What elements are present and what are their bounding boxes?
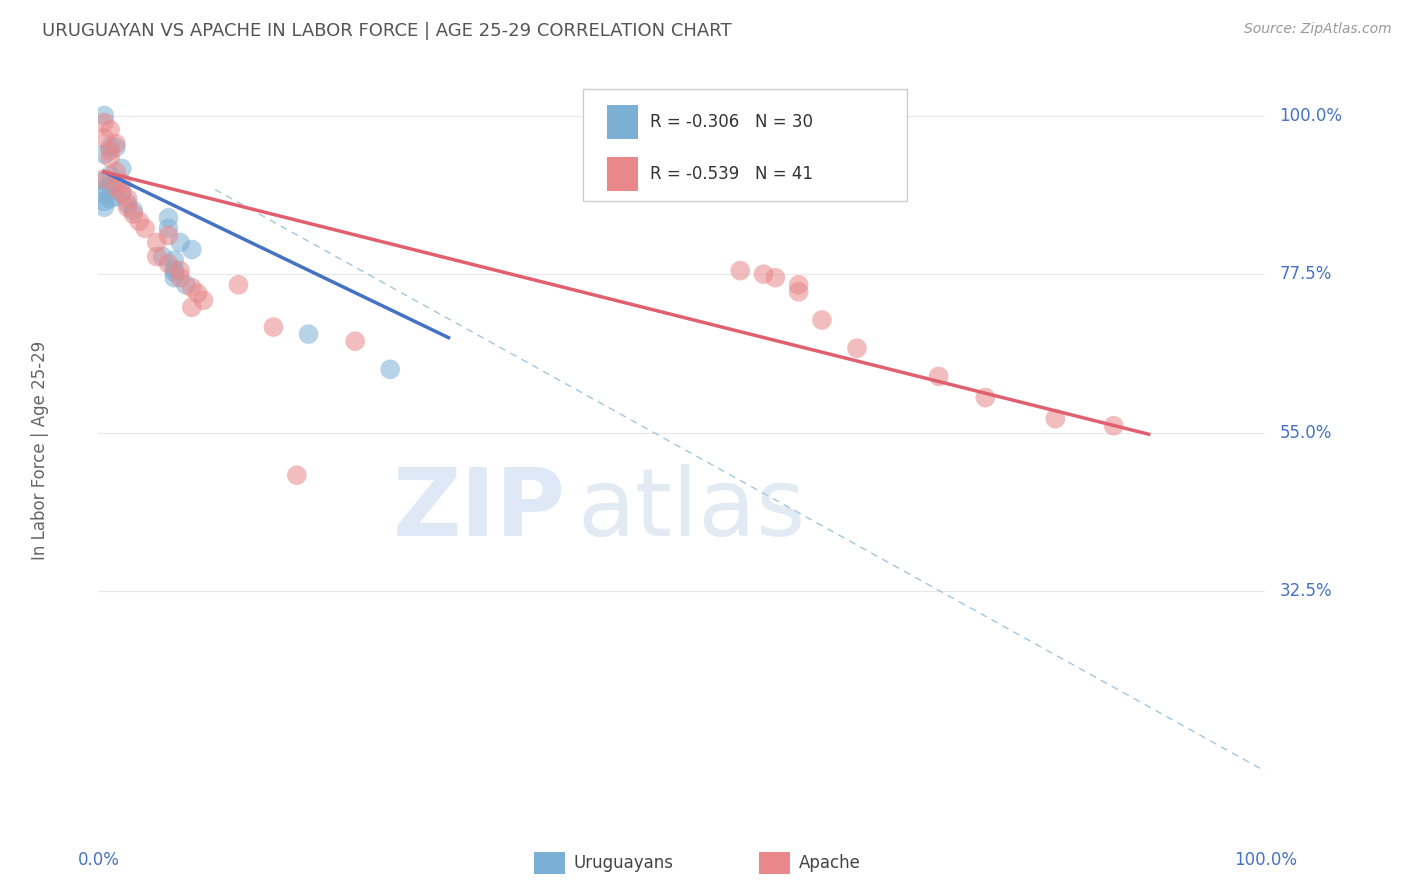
Point: [117, 200, 139, 214]
Point: [93, 172, 115, 186]
Point: [928, 369, 950, 384]
Point: [128, 214, 150, 228]
Point: [169, 263, 191, 277]
Point: [846, 341, 869, 355]
Point: [104, 140, 127, 154]
Point: [787, 277, 810, 292]
Point: [169, 235, 191, 250]
Point: [93, 183, 115, 197]
Point: [163, 265, 186, 279]
Point: [730, 263, 752, 277]
Point: [104, 176, 127, 190]
Point: [344, 334, 367, 348]
Point: [98, 169, 121, 183]
Point: [157, 211, 180, 225]
Point: [104, 165, 127, 179]
Point: [193, 293, 215, 308]
Point: [146, 250, 169, 264]
Point: [152, 250, 174, 264]
Point: [752, 267, 775, 281]
Text: atlas: atlas: [576, 464, 806, 556]
Point: [93, 147, 115, 161]
Point: [111, 186, 134, 200]
Text: R = -0.539   N = 41: R = -0.539 N = 41: [650, 165, 813, 183]
Point: [111, 161, 134, 176]
Text: Source: ZipAtlas.com: Source: ZipAtlas.com: [1244, 22, 1392, 37]
Point: [98, 122, 121, 136]
Point: [98, 179, 121, 194]
Point: [285, 468, 308, 483]
Point: [117, 196, 139, 211]
Text: 0.0%: 0.0%: [77, 851, 120, 869]
Point: [180, 301, 202, 315]
Point: [163, 253, 186, 268]
Point: [163, 262, 186, 277]
Point: [180, 243, 202, 257]
Point: [98, 144, 121, 158]
Point: [104, 136, 127, 151]
Point: [98, 151, 121, 165]
Point: [117, 192, 139, 206]
Text: 100.0%: 100.0%: [1279, 106, 1343, 125]
Point: [157, 257, 180, 271]
Point: [174, 277, 197, 292]
Point: [157, 228, 180, 243]
Point: [93, 115, 115, 129]
Point: [297, 327, 319, 342]
Text: R = -0.306   N = 30: R = -0.306 N = 30: [650, 113, 813, 131]
Point: [187, 286, 209, 301]
Point: [104, 180, 127, 194]
Point: [111, 176, 134, 190]
Point: [262, 320, 284, 334]
Text: Uruguayans: Uruguayans: [574, 855, 673, 872]
Point: [1102, 418, 1125, 433]
Point: [98, 192, 121, 206]
Point: [787, 285, 810, 299]
Text: Apache: Apache: [799, 855, 860, 872]
Point: [98, 140, 121, 154]
Point: [134, 221, 156, 235]
Text: URUGUAYAN VS APACHE IN LABOR FORCE | AGE 25-29 CORRELATION CHART: URUGUAYAN VS APACHE IN LABOR FORCE | AGE…: [42, 22, 731, 40]
Point: [104, 189, 127, 203]
Point: [228, 277, 250, 292]
Point: [122, 207, 145, 221]
Point: [93, 200, 115, 214]
Point: [157, 221, 180, 235]
Point: [146, 235, 169, 250]
Point: [811, 313, 834, 327]
Point: [122, 203, 145, 218]
Text: In Labor Force | Age 25-29: In Labor Force | Age 25-29: [31, 341, 49, 560]
Point: [111, 185, 134, 199]
Point: [180, 280, 202, 294]
Point: [93, 194, 115, 209]
Point: [380, 362, 402, 376]
Text: 32.5%: 32.5%: [1279, 582, 1331, 600]
Text: 77.5%: 77.5%: [1279, 265, 1331, 283]
Point: [93, 173, 115, 187]
Text: 55.0%: 55.0%: [1279, 424, 1331, 442]
Point: [974, 391, 997, 405]
Point: [163, 270, 186, 285]
Point: [93, 187, 115, 202]
Point: [1045, 411, 1067, 425]
Point: [763, 270, 786, 285]
Point: [93, 109, 115, 123]
Point: [93, 131, 115, 145]
Text: ZIP: ZIP: [392, 464, 565, 556]
Point: [169, 270, 191, 285]
Text: 100.0%: 100.0%: [1234, 851, 1296, 869]
